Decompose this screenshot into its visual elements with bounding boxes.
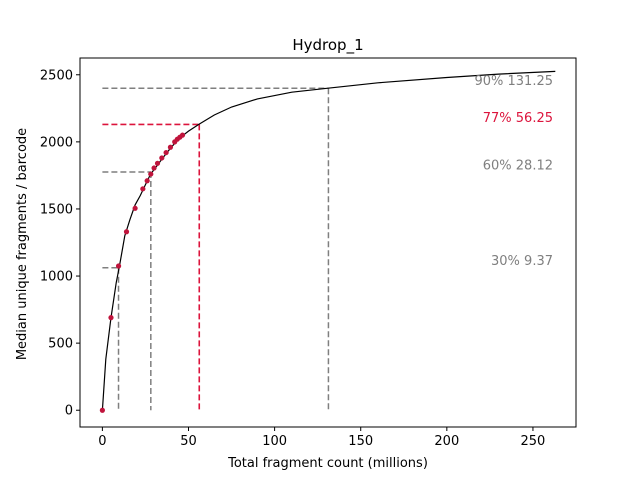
data-point (148, 171, 154, 177)
plot-frame (79, 57, 577, 428)
chart-title: Hydrop_1 (292, 36, 363, 55)
y-tick-label: 2000 (40, 135, 73, 150)
x-tick-label: 0 (98, 434, 106, 449)
data-point (159, 155, 165, 161)
data-point (123, 229, 130, 235)
x-tick-label: 50 (180, 434, 197, 449)
data-point (108, 315, 114, 321)
x-tick-label: 250 (521, 434, 546, 449)
data-point (154, 160, 161, 166)
data-point (144, 178, 150, 184)
data-point (167, 144, 174, 150)
y-tick-label: 0 (65, 404, 73, 419)
data-point (99, 407, 105, 413)
y-tick-label: 1500 (40, 202, 73, 217)
annotation-label-1: 77% 56.25 (483, 111, 553, 126)
y-tick-label: 1000 (40, 270, 73, 285)
annotation-label-2: 60% 28.12 (483, 159, 553, 174)
data-point (140, 186, 146, 192)
x-tick-label: 150 (348, 434, 373, 449)
data-point (115, 263, 122, 269)
annotation-label-0: 90% 131.25 (474, 74, 553, 89)
annotation-label-3: 30% 9.37 (491, 254, 553, 269)
y-tick-label: 2500 (40, 68, 73, 83)
data-point (179, 132, 186, 138)
x-tick-label: 100 (262, 434, 287, 449)
x-axis-title: Total fragment count (millions) (227, 456, 428, 471)
x-tick-label: 200 (434, 434, 459, 449)
y-axis-title: Median unique fragments / barcode (15, 128, 30, 360)
data-point (132, 205, 138, 211)
plot-area: 90% 131.25 77% 56.25 60% 28.12 30% 9.37 0 50 1… (40, 57, 577, 449)
data-point (163, 149, 169, 156)
data-point (151, 165, 157, 171)
y-tick-label: 500 (48, 337, 73, 352)
